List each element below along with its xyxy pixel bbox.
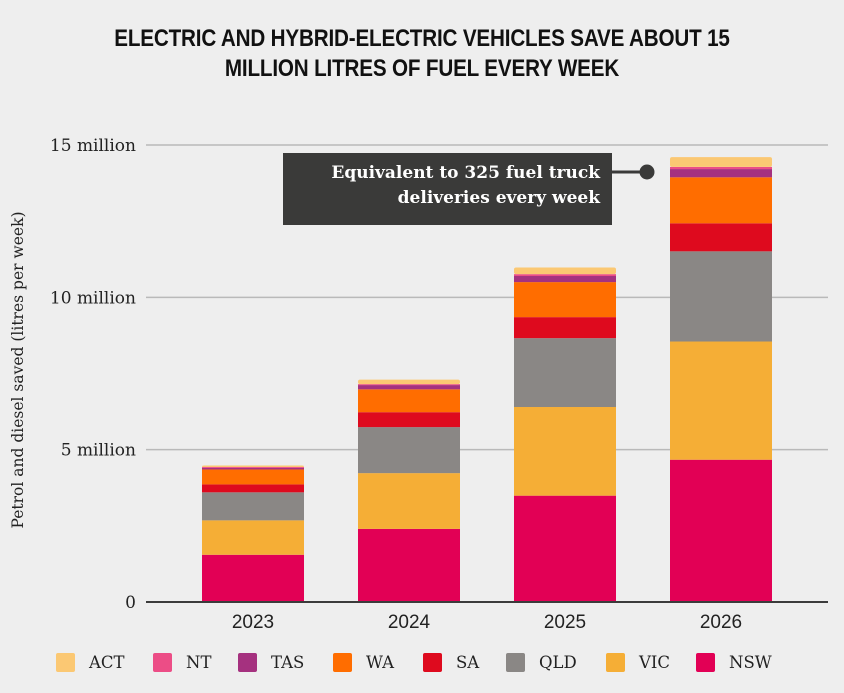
legend-item-act: ACT — [56, 650, 125, 674]
bar-segment-nsw-2025 — [514, 495, 616, 602]
annotation-line-2: deliveries every week — [397, 188, 600, 208]
bar-segment-vic-2026 — [670, 341, 772, 460]
y-axis-label: Petrol and diesel saved (litres per week… — [9, 211, 27, 528]
legend-swatch — [506, 652, 525, 672]
bar-stack-2024 — [358, 379, 460, 602]
chart-title-line-2: MILLION LITRES OF FUEL EVERY WEEK — [224, 55, 620, 82]
legend-item-vic: VIC — [606, 650, 670, 674]
legend-item-sa: SA — [423, 650, 479, 674]
bar-segment-vic-2024 — [358, 473, 460, 529]
legend-label: VIC — [639, 652, 671, 672]
y-tick-label: 10 million — [50, 288, 136, 308]
legend-swatch — [238, 652, 257, 672]
annotation-dot — [639, 164, 655, 180]
legend-label: ACT — [89, 652, 125, 672]
legend-swatch — [56, 652, 75, 672]
legend-label: TAS — [271, 652, 305, 672]
bar-segment-tas-2025 — [514, 276, 616, 283]
bar-segment-sa-2025 — [514, 317, 616, 339]
legend-label: SA — [456, 652, 480, 672]
legend: ACT NT TAS WA SA QLD VIC NSW — [0, 650, 844, 674]
bar-segment-qld-2024 — [358, 427, 460, 474]
bar-segment-nsw-2024 — [358, 528, 460, 602]
legend-label: WA — [366, 652, 395, 672]
bar-segment-act-2023 — [202, 465, 304, 468]
legend-item-qld: QLD — [506, 650, 577, 674]
legend-swatch — [423, 652, 442, 672]
bar-segment-wa-2026 — [670, 177, 772, 224]
legend-item-tas: TAS — [238, 650, 304, 674]
bar-stack-2023 — [202, 465, 304, 602]
bar-segment-nsw-2023 — [202, 554, 304, 602]
bar-segment-tas-2026 — [670, 169, 772, 178]
bar-segment-nt-2026 — [670, 166, 772, 170]
bar-segment-wa-2024 — [358, 389, 460, 413]
legend-label: NSW — [729, 652, 772, 672]
legend-item-wa: WA — [333, 650, 394, 674]
bar-segment-act-2025 — [514, 267, 616, 275]
bar-segment-qld-2025 — [514, 338, 616, 408]
x-tick-label: 2025 — [544, 612, 586, 633]
legend-item-nsw: NSW — [696, 650, 772, 674]
bar-segment-act-2024 — [358, 379, 460, 385]
annotation-box: Equivalent to 325 fuel truck deliveries … — [283, 153, 612, 225]
x-tick-label: 2026 — [700, 612, 742, 633]
legend-swatch — [696, 652, 715, 672]
bar-segment-wa-2023 — [202, 469, 304, 485]
bar-segment-nt-2024 — [358, 384, 460, 386]
bar-segment-wa-2025 — [514, 282, 616, 318]
x-axis-ticks: 2023 2024 2025 2026 — [232, 612, 742, 633]
bars — [202, 157, 772, 602]
bar-segment-vic-2025 — [514, 407, 616, 496]
bar-segment-nt-2025 — [514, 274, 616, 277]
bar-segment-qld-2026 — [670, 251, 772, 342]
y-tick-label: 0 — [125, 593, 136, 613]
x-tick-label: 2023 — [232, 612, 274, 633]
bar-segment-qld-2023 — [202, 492, 304, 521]
bar-segment-act-2026 — [670, 157, 772, 167]
bar-stack-2026 — [670, 157, 772, 602]
y-tick-label: 5 million — [61, 441, 136, 461]
bar-segment-tas-2024 — [358, 385, 460, 390]
legend-swatch — [333, 652, 352, 672]
legend-swatch — [606, 652, 625, 672]
bar-segment-sa-2026 — [670, 223, 772, 252]
bar-segment-tas-2023 — [202, 467, 304, 470]
annotation-line-1: Equivalent to 325 fuel truck — [331, 163, 600, 183]
chart-title: ELECTRIC AND HYBRID-ELECTRIC VEHICLES SA… — [59, 24, 785, 84]
y-tick-label: 15 million — [50, 136, 136, 156]
chart-title-line-1: ELECTRIC AND HYBRID-ELECTRIC VEHICLES SA… — [114, 25, 730, 52]
bar-segment-vic-2023 — [202, 520, 304, 555]
bar-stack-2025 — [514, 267, 616, 602]
bar-segment-nsw-2026 — [670, 459, 772, 602]
bar-segment-nt-2023 — [202, 467, 304, 468]
y-axis-ticks: 0 5 million 10 million 15 million — [50, 136, 136, 613]
legend-label: NT — [186, 652, 212, 672]
legend-item-nt: NT — [153, 650, 211, 674]
bar-segment-sa-2024 — [358, 412, 460, 428]
x-tick-label: 2024 — [388, 612, 431, 633]
legend-label: QLD — [539, 652, 577, 672]
bar-segment-sa-2023 — [202, 484, 304, 493]
legend-swatch — [153, 652, 172, 672]
